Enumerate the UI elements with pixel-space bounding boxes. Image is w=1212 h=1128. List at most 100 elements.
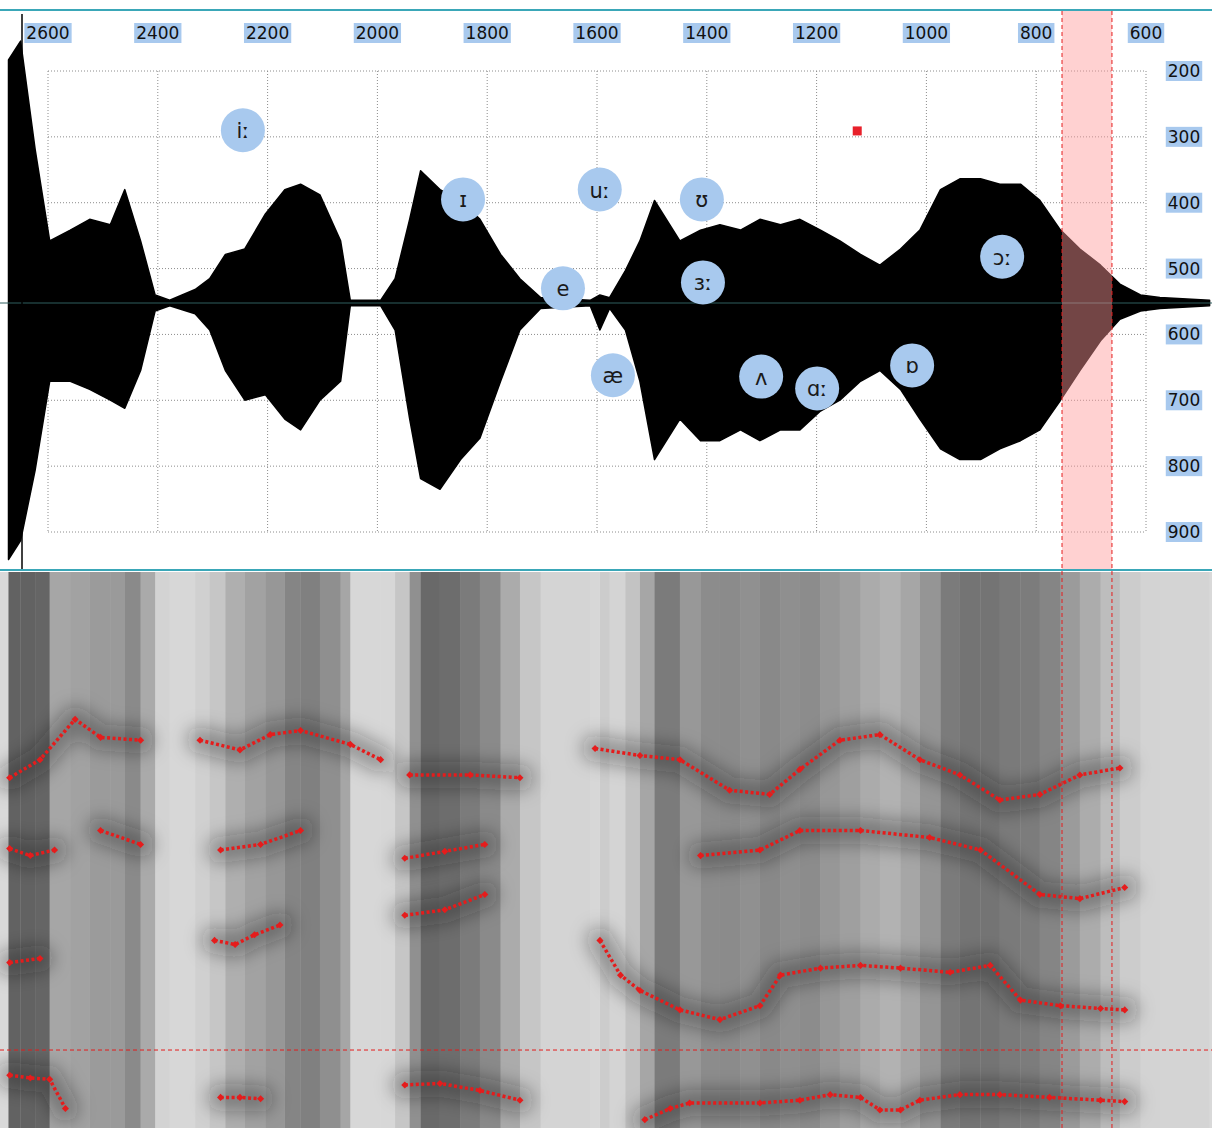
formant-point xyxy=(617,972,624,979)
formant-point xyxy=(377,756,384,763)
tick-labels: 2600240022002000180016001400120010008006… xyxy=(24,23,1202,542)
vowel-point xyxy=(890,343,934,387)
formant-point xyxy=(436,1080,443,1087)
formant-point xyxy=(827,1091,834,1098)
formant-point xyxy=(1121,884,1128,891)
spectrogram-shade xyxy=(285,572,301,1128)
formant-track xyxy=(10,895,1125,1020)
formant-point xyxy=(947,969,954,976)
formant-point xyxy=(401,855,408,862)
formant-point xyxy=(297,827,304,834)
spectrogram-shade xyxy=(640,572,655,1128)
formant-point xyxy=(1036,891,1043,898)
tick-label-box xyxy=(1166,127,1202,147)
spectrogram-shade xyxy=(861,572,880,1128)
formant-point xyxy=(406,771,413,778)
formant-point xyxy=(756,1099,763,1106)
formant-point xyxy=(481,841,488,848)
tick-label-box xyxy=(903,23,950,43)
formant-point xyxy=(857,1094,864,1101)
tick-label: 1400 xyxy=(685,23,728,43)
formant-point xyxy=(257,841,264,848)
tick-label-box xyxy=(464,23,511,43)
formant-point xyxy=(756,846,763,853)
formant-point xyxy=(667,1105,674,1112)
formant-point xyxy=(996,796,1003,803)
grid-line-y xyxy=(48,466,1146,467)
spectrogram-shade xyxy=(301,572,320,1128)
vowel-label: e xyxy=(557,277,570,301)
formant-point xyxy=(236,746,243,753)
vowel-labels: iːɪuːʊeɜːɔːæʌɑːɒ xyxy=(236,119,1011,401)
spectrogram-shade xyxy=(195,572,210,1128)
formant-point xyxy=(697,852,704,859)
vowel-label: ɒ xyxy=(905,354,918,378)
tick-label: 700 xyxy=(1168,390,1200,410)
formant-point xyxy=(916,756,923,763)
tick-label: 2000 xyxy=(356,23,399,43)
spectrogram-shade xyxy=(1140,572,1159,1128)
vowel-points xyxy=(221,108,1024,410)
formant-point xyxy=(836,737,843,744)
panel-border xyxy=(0,9,1212,11)
formant-point xyxy=(401,1081,408,1088)
spectrogram-shade xyxy=(821,572,840,1128)
tick-label: 600 xyxy=(1130,23,1162,43)
formant-band xyxy=(10,831,1125,899)
tick-label: 2400 xyxy=(136,23,179,43)
selection-edge xyxy=(1111,11,1112,1128)
tick-label-box xyxy=(134,23,181,43)
tick-label-box xyxy=(1128,23,1164,43)
formant-point xyxy=(6,1072,13,1079)
vowel-label: uː xyxy=(590,179,610,203)
formant-point xyxy=(636,987,643,994)
formant-point xyxy=(796,766,803,773)
vowel-label: iː xyxy=(236,119,249,143)
tick-label-box xyxy=(793,23,840,43)
spectrogram-shade xyxy=(590,572,600,1128)
formant-point xyxy=(686,1099,693,1106)
formant-track xyxy=(10,719,1120,800)
formant-point xyxy=(236,1094,243,1101)
spectrogram xyxy=(0,572,1212,1128)
formant-point xyxy=(232,941,239,948)
spectrogram-shade xyxy=(880,572,901,1128)
formant-point xyxy=(251,931,258,938)
formant-point xyxy=(211,937,218,944)
formant-point xyxy=(137,737,144,744)
formant-point xyxy=(276,922,283,929)
formant-point xyxy=(257,1095,264,1102)
vowel-label: ɑː xyxy=(807,377,827,401)
formant-point xyxy=(347,741,354,748)
spectrogram-shade xyxy=(600,572,610,1128)
formant-point xyxy=(267,731,274,738)
tick-label-box xyxy=(24,23,71,43)
tick-label: 2200 xyxy=(246,23,289,43)
formant-point xyxy=(467,771,474,778)
formant-point xyxy=(97,827,104,834)
selection-band xyxy=(1062,11,1112,570)
vowel-point xyxy=(221,108,265,152)
spectrogram-shade xyxy=(320,572,341,1128)
formant-point xyxy=(777,972,784,979)
spectrogram-shade xyxy=(90,572,111,1128)
spectrogram-shade xyxy=(610,572,626,1128)
spectrogram-shade xyxy=(70,572,89,1128)
spectrogram-shade xyxy=(1100,572,1119,1128)
formant-point xyxy=(516,774,523,781)
formant-point xyxy=(596,937,603,944)
tick-label-box xyxy=(573,23,620,43)
tick-label: 2600 xyxy=(26,23,69,43)
formant-point xyxy=(1076,771,1083,778)
formant-point xyxy=(592,745,599,752)
formant-point xyxy=(1121,1006,1128,1013)
spectrogram-shade xyxy=(1160,572,1210,1128)
vowel-point xyxy=(795,366,839,410)
formant-point xyxy=(62,1105,69,1112)
formant-point xyxy=(1121,1098,1128,1105)
tick-label: 800 xyxy=(1168,456,1200,476)
tick-label: 1800 xyxy=(466,23,509,43)
formant-point xyxy=(926,834,933,841)
formant-point xyxy=(6,959,13,966)
formant-point xyxy=(876,1106,883,1113)
